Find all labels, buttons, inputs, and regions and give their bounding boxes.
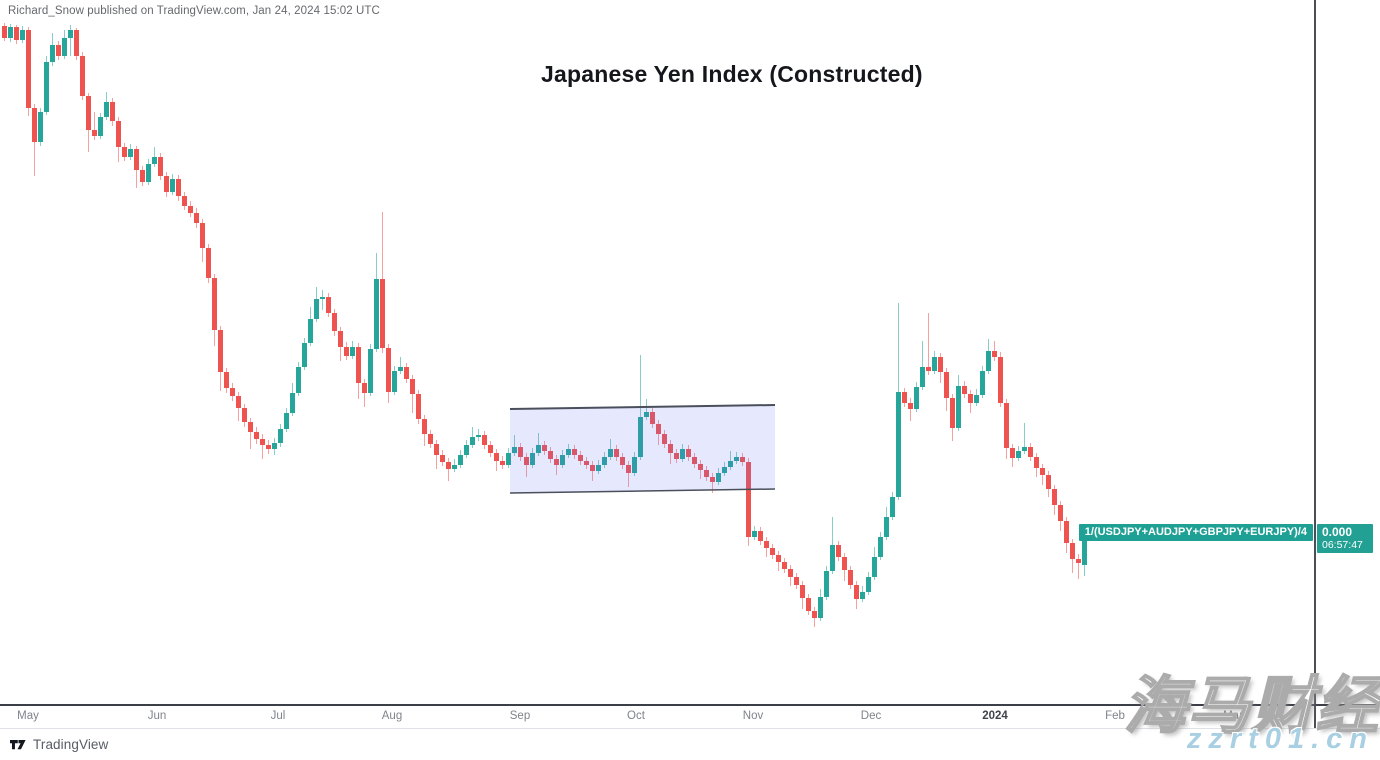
time-axis-line[interactable] (0, 704, 1380, 706)
time-axis-label-feb: Feb (1105, 710, 1125, 722)
time-axis-label-oct: Oct (627, 710, 645, 722)
time-axis-label-nov: Nov (742, 710, 764, 722)
time-axis-label-aug: Aug (381, 710, 403, 722)
last-price-label: 0.000 06:57:47 (1317, 524, 1373, 553)
time-axis-label-sep: Sep (509, 710, 531, 722)
price-axis-line[interactable] (1314, 0, 1316, 729)
tradingview-logo-icon (10, 738, 27, 752)
time-axis-label-may: May (17, 710, 39, 722)
series-formula-label: 1/(USDJPY+AUDJPY+GBPJPY+EURJPY)/4 (1078, 524, 1313, 541)
time-axis-label-jun: Jun (147, 710, 167, 722)
watermark-url: zzrt01.cn (1186, 723, 1374, 755)
tradingview-logo[interactable]: TradingView (10, 737, 108, 752)
time-axis-label-dec: Dec (860, 710, 882, 722)
footer-divider (0, 728, 1380, 729)
bar-countdown: 06:57:47 (1322, 539, 1363, 551)
time-axis-label-2024: 2024 (982, 710, 1008, 722)
chart-title: Japanese Yen Index (Constructed) (541, 61, 923, 87)
time-axis-label-jul: Jul (270, 710, 286, 722)
published-attribution: Richard_Snow published on TradingView.co… (8, 5, 380, 17)
time-axis-label-mar: Mar (1223, 710, 1243, 722)
last-price-value: 0.000 (1322, 525, 1353, 539)
time-axis[interactable]: May Jun Jul Aug Sep Oct Nov Dec 2024 Feb Mar (0, 705, 1315, 729)
watermark-cjk: 海马财经 (1123, 671, 1380, 742)
tradingview-logo-text: TradingView (33, 737, 109, 752)
